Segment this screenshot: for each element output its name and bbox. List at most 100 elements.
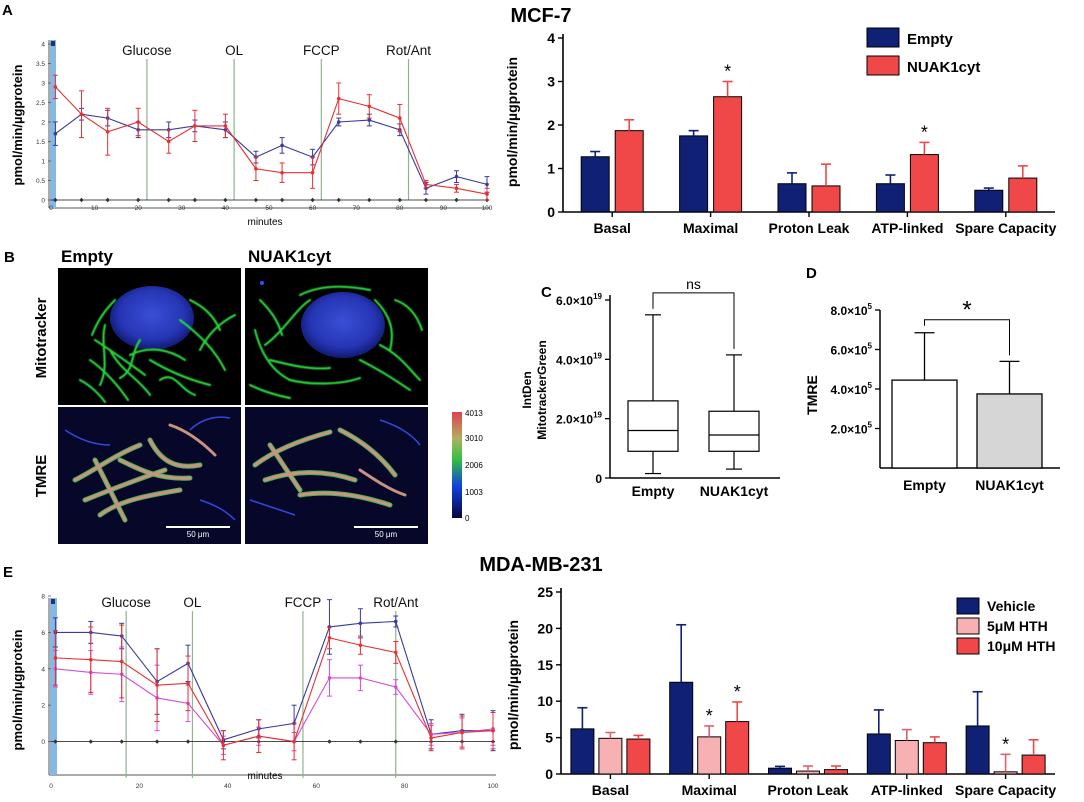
baseline-marker (185, 739, 191, 744)
bar-basal-vehicle (570, 728, 595, 775)
chart-c-boxplot: IntDen MitotrackerGreen 0 2.0×1019 4.0×101… (520, 276, 780, 499)
x-tick-label: 60 (309, 205, 317, 212)
data-point (280, 143, 284, 148)
legend-label: 5μM HTH (987, 618, 1048, 634)
y-tick-label: 0 (41, 198, 45, 205)
y-tick-label: 1 (547, 161, 555, 177)
data-point (223, 124, 228, 128)
y-tick-label: 6.0×105 (831, 342, 873, 358)
legend-label: 10μM HTH (987, 638, 1055, 654)
y-tick-label: 2.5 (36, 100, 45, 107)
baseline-marker (166, 197, 171, 203)
bar-maximal-5-m-hth (697, 736, 722, 775)
y-tick-label: 0 (545, 766, 553, 782)
panel-label-b: B (4, 249, 15, 266)
data-point (292, 739, 296, 744)
data-point (485, 192, 489, 196)
baseline-marker (154, 739, 160, 744)
significance-label: ns (686, 276, 701, 292)
data-point (367, 104, 372, 109)
colorbar: 4013 3010 2006 1003 0 (452, 409, 483, 523)
bar-spare-capacity-vehicle (965, 725, 990, 775)
row-label-tmre: TMRE (33, 455, 50, 498)
x-tick-label: 10 (91, 205, 99, 212)
data-point (53, 131, 58, 136)
nucleus (301, 292, 385, 358)
x-tick-label: Maximal (683, 220, 738, 236)
y-tick-label: 3 (41, 81, 45, 88)
colorbar-tick: 1003 (465, 488, 483, 497)
data-point (280, 170, 284, 175)
baseline-marker (53, 739, 58, 744)
nucleus (110, 286, 194, 350)
data-point (166, 139, 171, 144)
panel-label-a: A (2, 2, 13, 19)
y-tick-label: 2 (41, 703, 45, 710)
y-tick-label: 4.0×105 (831, 381, 873, 397)
bar-nuak1cyt (976, 393, 1043, 469)
x-tick-label: 100 (488, 783, 499, 790)
image-tmre-empty: 50 μm (58, 407, 241, 544)
baseline-marker (136, 197, 141, 203)
y-tick-label: 2 (547, 117, 555, 133)
x-tick-label: 70 (353, 205, 361, 212)
data-point (53, 85, 58, 89)
bar-maximal-nuak1cyt (713, 96, 743, 213)
bar-maximal-vehicle (669, 681, 694, 775)
x-tick-label: 20 (135, 205, 143, 212)
y-tick-label: 1 (41, 159, 45, 166)
x-tick-label: 80 (401, 783, 409, 790)
data-point (485, 182, 489, 187)
series-line-empty (55, 113, 488, 189)
image-mitotracker-nuak1cyt (245, 268, 428, 405)
y-tick-label: 20 (537, 620, 553, 636)
data-point (119, 659, 124, 664)
y-tick-label: 2 (41, 120, 45, 127)
panel-label-d: D (806, 265, 817, 282)
bar-basal-empty (580, 156, 610, 213)
bar-spare-capacity-5-m-hth (993, 771, 1018, 775)
y-tick-label: 0 (547, 204, 555, 220)
x-tick-label: 40 (224, 783, 232, 790)
x-tick-label: Spare Capacity (955, 782, 1056, 798)
baseline-marker (279, 197, 285, 203)
legend-swatch-5-m-hth (956, 617, 980, 635)
x-axis-label: minutes (247, 771, 282, 782)
baseline-sidebar (50, 40, 56, 208)
data-point (327, 636, 332, 640)
significance-star: * (921, 122, 928, 142)
y-axis-label-line-2: MitotrackerGreen (535, 340, 549, 439)
data-point (393, 685, 398, 689)
significance-star: * (724, 62, 731, 82)
data-point (155, 683, 159, 687)
microscopy-panel: Empty NUAK1cyt Mitotracker TMRE (33, 247, 483, 544)
x-tick-label: 20 (136, 783, 144, 790)
data-point (393, 619, 398, 624)
data-point (424, 182, 428, 187)
image-mitotracker-empty (58, 268, 241, 405)
legend-label: Empty (907, 31, 954, 48)
x-tick-label: 60 (313, 783, 321, 790)
y-tick-label: 0.5 (36, 178, 45, 185)
x-tick-label: Basal (592, 782, 629, 798)
bar-proton-leak-vehicle (768, 767, 792, 775)
bar-proton-leak-10-m-hth (824, 769, 848, 775)
data-point (460, 730, 464, 735)
data-point (491, 728, 495, 733)
x-tick-label: 80 (396, 205, 404, 212)
data-point (336, 120, 341, 124)
injection-label: Rot/Ant (373, 595, 418, 610)
y-tick-label: 3 (547, 74, 555, 90)
bar-proton-leak-nuak1cyt (811, 185, 841, 213)
y-tick-label: 4 (41, 666, 45, 673)
significance-star: * (734, 682, 741, 702)
data-point (367, 118, 372, 122)
x-tick-label: NUAK1cyt (975, 477, 1044, 493)
scale-label: 50 μm (375, 530, 398, 539)
x-tick-label: Proton Leak (769, 220, 850, 236)
series-line-nuak1cyt (54, 86, 488, 195)
bar-atp-linked-10-m-hth (922, 742, 947, 775)
data-point (358, 643, 363, 647)
